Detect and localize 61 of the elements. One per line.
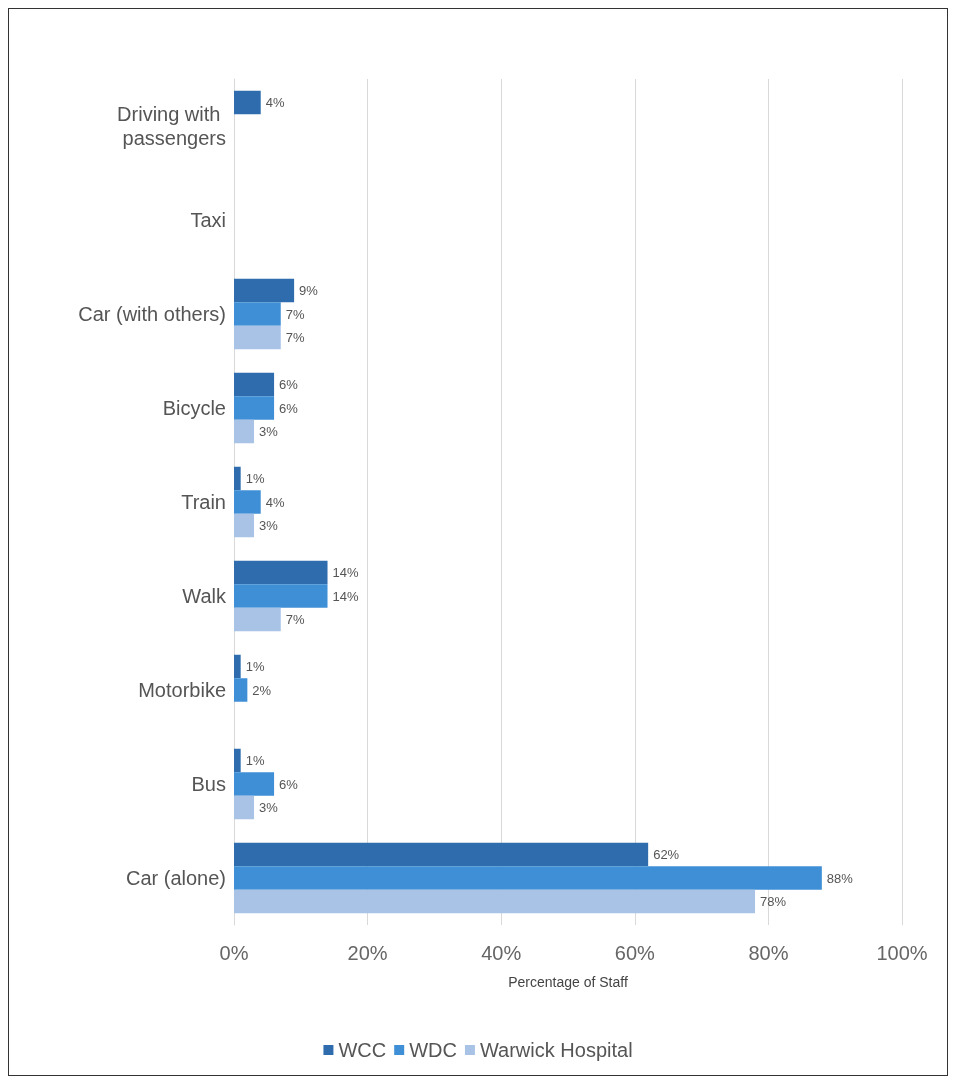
data-label: 9% xyxy=(299,283,319,298)
bar xyxy=(234,584,328,608)
legend-label: Warwick Hospital xyxy=(479,1039,633,1061)
bar xyxy=(234,842,649,867)
x-axis-title: Percentage of Staff xyxy=(508,974,628,990)
data-label: 3% xyxy=(259,424,279,439)
x-tick-label: 0% xyxy=(219,942,249,964)
data-label: 1% xyxy=(245,753,265,768)
bar xyxy=(234,772,275,796)
data-label: 14% xyxy=(332,565,359,580)
data-label: 6% xyxy=(279,776,299,792)
data-label: 3% xyxy=(259,518,279,533)
bar xyxy=(234,513,255,538)
x-tick-label: 80% xyxy=(748,942,789,964)
bar xyxy=(234,278,295,303)
y-tick-label: Car (alone) xyxy=(125,867,226,889)
x-tick-label: 40% xyxy=(481,942,522,964)
bar xyxy=(234,607,281,632)
y-tick-label: Motorbike xyxy=(138,679,226,701)
y-tick-label: Train xyxy=(181,491,226,513)
data-label: 62% xyxy=(653,847,680,862)
bar xyxy=(234,372,275,397)
bar xyxy=(234,678,248,702)
data-label: 4% xyxy=(265,95,285,110)
data-label: 78% xyxy=(760,894,787,909)
data-label: 7% xyxy=(285,306,305,322)
x-tick-label: 60% xyxy=(614,942,656,964)
bar xyxy=(234,889,756,914)
bar xyxy=(234,795,255,820)
data-label: 7% xyxy=(285,612,305,627)
y-tick-label: Bus xyxy=(191,773,226,795)
bar xyxy=(234,748,241,773)
data-label: 6% xyxy=(279,377,299,392)
y-tick-label: Car (with others) xyxy=(78,303,226,325)
legend-label: WDC xyxy=(409,1039,457,1061)
data-label: 4% xyxy=(265,494,285,510)
bar xyxy=(234,90,261,115)
data-label: 1% xyxy=(245,659,265,674)
bar xyxy=(234,419,255,444)
data-label: 2% xyxy=(252,682,272,698)
data-label: 6% xyxy=(279,400,299,416)
bar xyxy=(234,466,241,491)
y-tick-label: Driving with passengers xyxy=(117,103,226,149)
bar xyxy=(234,560,328,585)
data-label: 3% xyxy=(259,800,279,815)
y-tick-label: Walk xyxy=(182,585,227,607)
y-tick-label: Taxi xyxy=(190,209,226,231)
bar xyxy=(234,325,281,350)
data-label: 88% xyxy=(826,870,854,886)
x-tick-label: 100% xyxy=(876,942,928,964)
bar xyxy=(234,302,281,326)
bar xyxy=(234,654,241,679)
data-label: 1% xyxy=(245,471,265,486)
data-label: 7% xyxy=(285,330,305,345)
bar xyxy=(234,396,275,420)
bar xyxy=(234,866,822,890)
y-tick-label: Bicycle xyxy=(162,397,226,419)
bar xyxy=(234,490,261,514)
legend-label: WCC xyxy=(338,1039,387,1061)
x-tick-label: 20% xyxy=(347,942,388,964)
data-label: 14% xyxy=(332,588,359,604)
